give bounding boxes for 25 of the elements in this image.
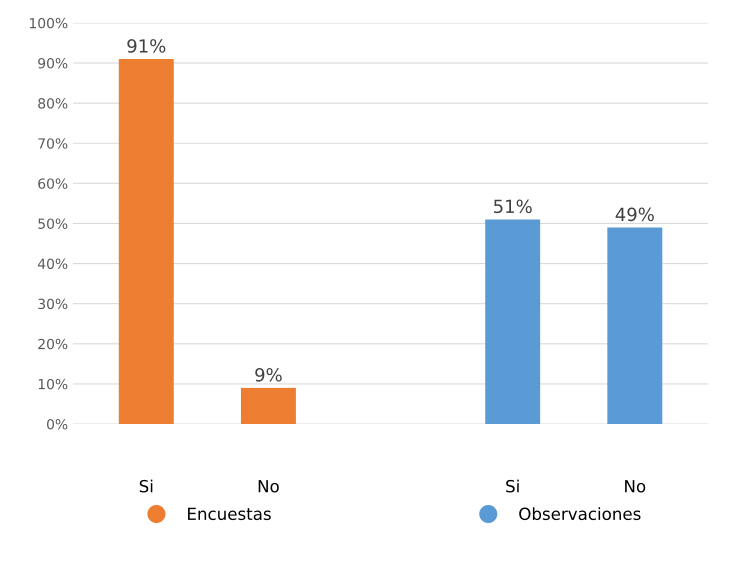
legend-label: Observaciones [519, 507, 641, 520]
y-tick-label: 90% [38, 58, 68, 69]
x-tick-label: Si [506, 480, 519, 492]
data-label: 91% [127, 39, 166, 53]
y-tick-label: 20% [38, 338, 68, 350]
bar [118, 59, 174, 424]
y-tick-label: 10% [38, 378, 68, 390]
bar [485, 219, 540, 424]
y-tick-label: 40% [38, 258, 68, 270]
y-tick-label: 30% [38, 298, 68, 310]
data-label: 9% [255, 368, 282, 382]
y-tick-label: 80% [38, 98, 68, 109]
bar [607, 227, 662, 424]
x-tick-label: No [625, 480, 646, 492]
y-tick-label: 60% [38, 178, 68, 189]
y-tick-label: 50% [38, 218, 68, 229]
data-label: 51% [494, 200, 532, 214]
y-tick-label: 0% [47, 418, 68, 430]
y-tick-label: 100% [30, 18, 68, 28]
bar [240, 388, 296, 424]
legend-label: Encuestas [188, 508, 271, 520]
x-tick-label: Si [140, 480, 152, 492]
x-tick-label: No [258, 480, 279, 492]
data-label: 49% [616, 208, 654, 222]
y-tick-label: 70% [38, 138, 68, 149]
